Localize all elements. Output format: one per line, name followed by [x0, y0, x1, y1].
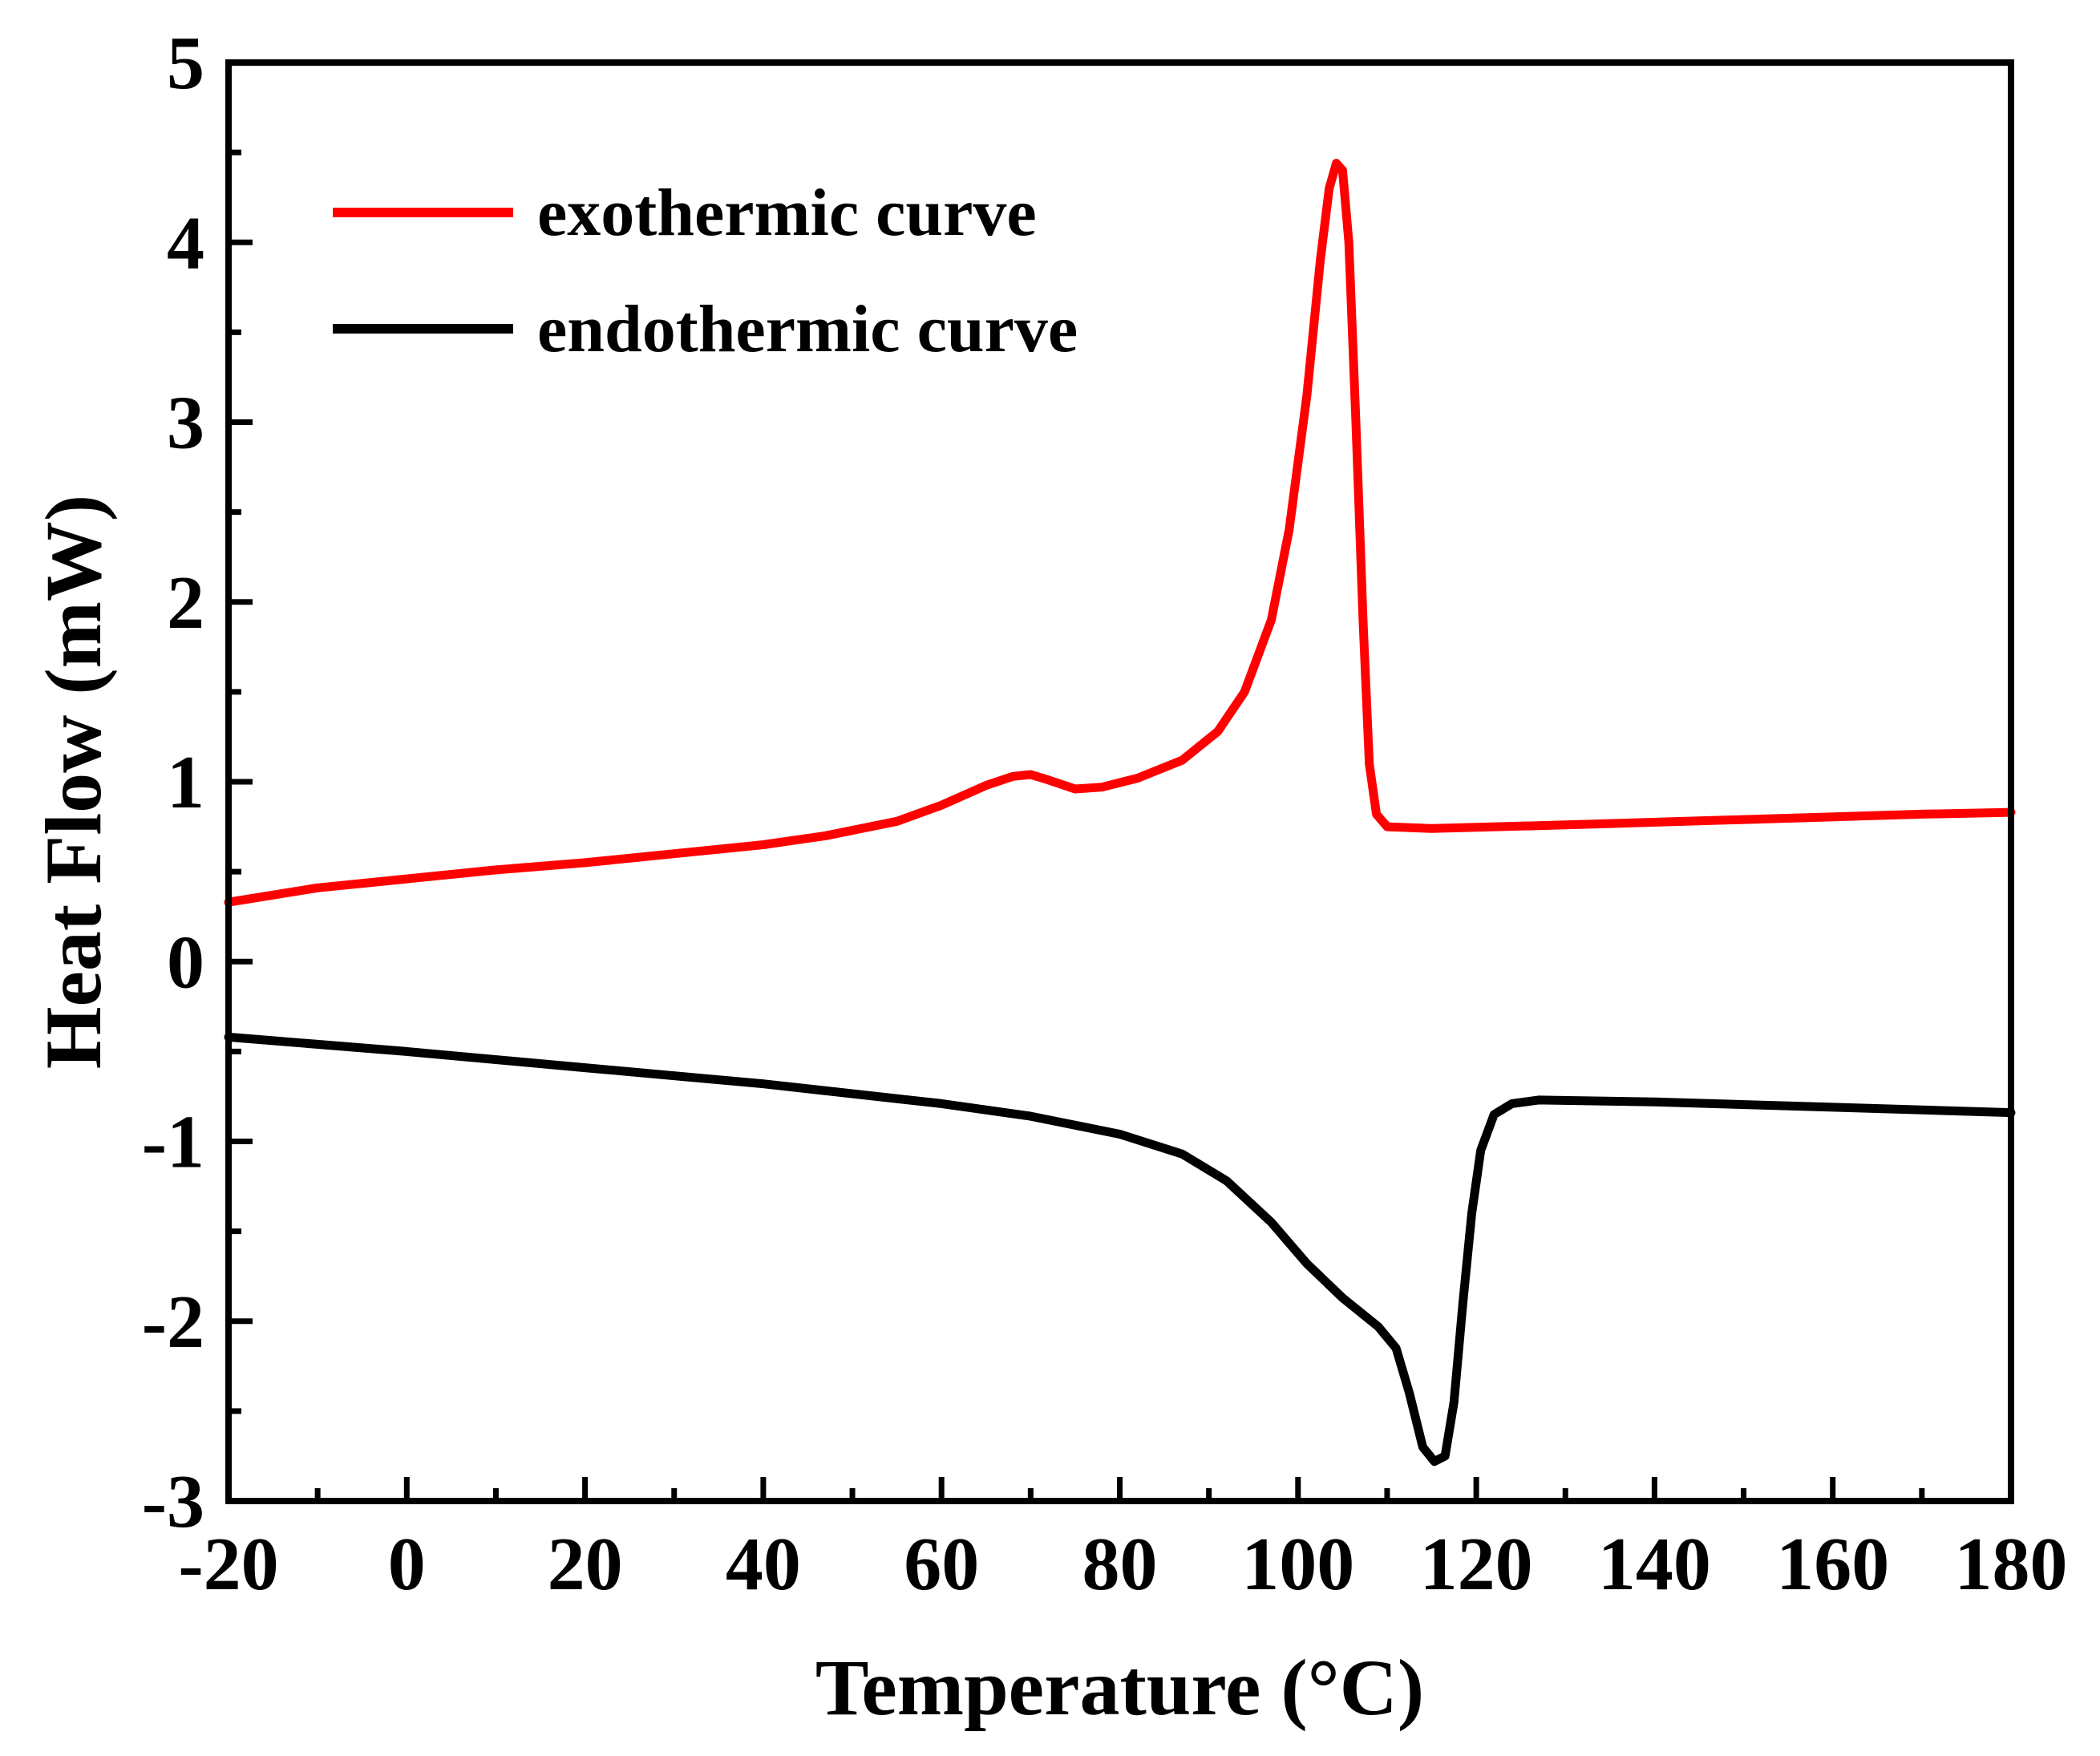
- y-tick-label: -2: [142, 1281, 204, 1364]
- y-axis-ticks: 5 4 3 2 1 0 -1 -2 -3: [142, 22, 253, 1544]
- series-line-exothermic: [224, 159, 2016, 907]
- x-tick-label: 60: [904, 1523, 979, 1606]
- x-tick-label: 100: [1241, 1523, 1354, 1606]
- legend: exothermic curve endothermic curve: [333, 176, 1078, 366]
- x-tick-label: 20: [548, 1523, 623, 1606]
- y-axis-title: Heat Flow (mW): [29, 495, 118, 1069]
- plot-frame: [225, 59, 2014, 1504]
- y-tick-label: -3: [142, 1460, 204, 1544]
- y-tick-label: 4: [167, 201, 204, 285]
- x-tick-label: -20: [178, 1523, 278, 1606]
- plot-lines: [224, 159, 2016, 1467]
- legend-label-exothermic: exothermic curve: [537, 176, 1037, 250]
- x-tick-label: 0: [388, 1523, 426, 1606]
- x-tick-label: 160: [1776, 1523, 1889, 1606]
- x-axis-title: Temperature (°C): [815, 1643, 1424, 1732]
- y-tick-label: -1: [142, 1101, 204, 1184]
- x-tick-label: 140: [1598, 1523, 1711, 1606]
- series-line-endothermic: [224, 1032, 2016, 1467]
- y-tick-label: 5: [167, 22, 204, 105]
- x-tick-label: 180: [1955, 1523, 2068, 1606]
- x-tick-label: 80: [1082, 1523, 1158, 1606]
- y-tick-label: 2: [167, 561, 204, 645]
- y-tick-label: 0: [167, 920, 204, 1004]
- y-tick-label: 3: [167, 382, 204, 465]
- y-tick-label: 1: [167, 741, 204, 824]
- x-tick-label: 120: [1420, 1523, 1533, 1606]
- x-axis-ticks: -20 0 20 40 60 80 100 120 140 160 180: [178, 1477, 2068, 1606]
- legend-label-endothermic: endothermic curve: [537, 292, 1078, 366]
- x-tick-label: 40: [726, 1523, 801, 1606]
